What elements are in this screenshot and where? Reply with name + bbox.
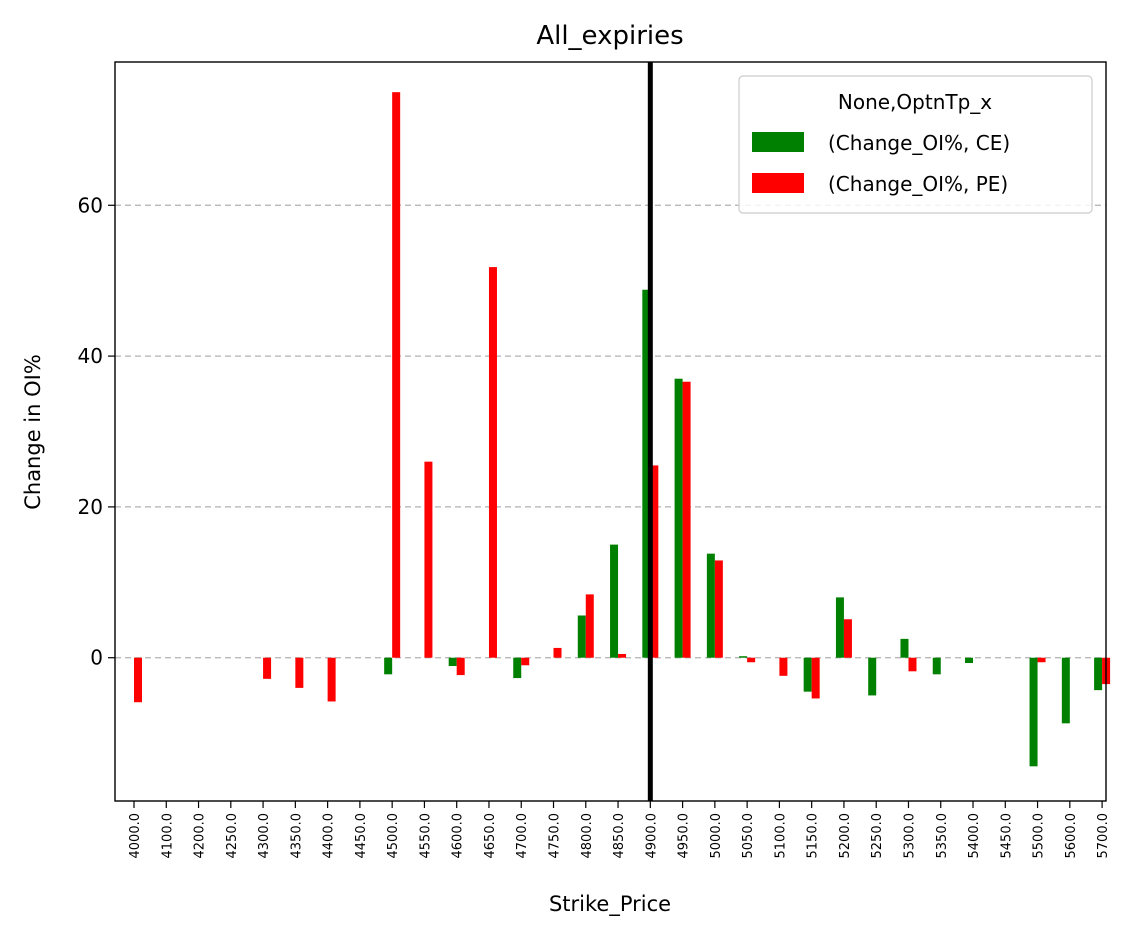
bar-ce (900, 638, 909, 658)
x-tick-label: 4950.0 (677, 813, 692, 859)
bar-pe (521, 657, 530, 666)
x-tick-label: 5350.0 (935, 813, 950, 859)
bar-pe (488, 267, 497, 658)
x-tick-label: 4500.0 (386, 813, 401, 859)
bar-pe (811, 657, 820, 699)
bar-ce (1029, 657, 1038, 767)
x-tick-label: 4450.0 (354, 813, 369, 859)
x-tick-label: 5400.0 (967, 813, 982, 859)
x-tick-label: 4850.0 (612, 813, 627, 859)
x-tick-label: 4250.0 (225, 813, 240, 859)
x-tick-label: 4800.0 (580, 813, 595, 859)
x-tick-label: 5700.0 (1096, 813, 1111, 859)
bar-ce (1094, 657, 1103, 691)
grid (115, 204, 1106, 659)
bar-pe (682, 381, 691, 658)
x-tick-label: 5250.0 (870, 813, 885, 859)
bar-pe (134, 657, 142, 703)
x-tick-label: 5600.0 (1064, 813, 1079, 859)
y-tick-label: 20 (78, 495, 103, 519)
x-tick-label: 5200.0 (838, 813, 853, 859)
bar-ce (965, 657, 974, 664)
bar-ce (706, 553, 715, 658)
bar-ce (803, 657, 812, 692)
bar-ce (739, 656, 748, 658)
bar-ce (610, 544, 619, 658)
plot-frame (114, 61, 1107, 802)
x-axis: 4000.0 4100.0 4200.0 4250.0 4300.0 4350.0 4400… (128, 801, 1111, 859)
bars (134, 92, 1111, 767)
x-tick-label: 4300.0 (257, 813, 272, 859)
x-tick-label: 5050.0 (741, 813, 756, 859)
x-axis-label: Strike_Price (549, 892, 671, 917)
y-tick-label: 60 (78, 193, 103, 217)
y-tick-label: 40 (78, 344, 103, 368)
bar-pe (618, 653, 627, 658)
x-tick-label: 5100.0 (773, 813, 788, 859)
legend-swatch-ce (752, 132, 804, 152)
x-tick-label: 5150.0 (806, 813, 821, 859)
bar-ce (868, 657, 877, 696)
legend: None,OptnTp_x (Change_OI%, CE) (Change_O… (738, 75, 1093, 214)
y-tick-label: 0 (90, 646, 103, 670)
x-tick-label: 5500.0 (1032, 813, 1047, 859)
x-tick-label: 5000.0 (709, 813, 724, 859)
bar-pe (1037, 657, 1046, 663)
bar-pe (327, 657, 336, 702)
bar-ce (384, 657, 393, 675)
legend-title: None,OptnTp_x (838, 90, 992, 114)
bar-pe (843, 619, 852, 658)
x-tick-label: 4600.0 (451, 813, 466, 859)
legend-swatch-pe (752, 173, 804, 193)
bar-pe (456, 657, 465, 676)
bar-pe (424, 461, 433, 658)
bar-pe (585, 594, 594, 658)
bar-ce (932, 657, 941, 675)
bar-ce (1061, 657, 1070, 724)
bar-pe (747, 657, 756, 663)
bar-pe (714, 560, 723, 658)
x-tick-label: 5300.0 (902, 813, 917, 859)
bar-ce (835, 597, 844, 658)
bar-pe (392, 92, 401, 658)
legend-entry-pe: (Change_OI%, PE) (828, 172, 1008, 196)
bar-ce (642, 289, 651, 658)
x-tick-label: 4200.0 (193, 813, 208, 859)
x-tick-label: 4700.0 (515, 813, 530, 859)
bar-ce (448, 657, 457, 667)
x-tick-label: 4750.0 (548, 813, 563, 859)
bar-pe (779, 657, 788, 676)
bar-pe (263, 657, 272, 679)
bar-pe (295, 657, 304, 688)
bar-ce (674, 378, 683, 658)
y-axis: 0 20 40 60 (78, 193, 115, 670)
bar-pe (553, 647, 562, 658)
bar-ce (513, 657, 522, 679)
chart-title: All_expiries (536, 21, 683, 51)
bar-pe (908, 657, 917, 672)
x-tick-label: 4350.0 (289, 813, 304, 859)
y-axis-label: Change in OI% (21, 354, 45, 510)
x-tick-label: 4550.0 (418, 813, 433, 859)
x-tick-label: 4400.0 (322, 813, 337, 859)
legend-entry-ce: (Change_OI%, CE) (828, 131, 1010, 155)
x-tick-label: 4900.0 (644, 813, 659, 859)
x-tick-label: 4650.0 (483, 813, 498, 859)
legend-box (738, 75, 1093, 214)
bar-pe (650, 465, 659, 658)
bar-ce (577, 615, 586, 658)
x-tick-label: 5450.0 (999, 813, 1014, 859)
x-tick-label: 4000.0 (128, 813, 143, 859)
x-tick-label: 4100.0 (160, 813, 175, 859)
